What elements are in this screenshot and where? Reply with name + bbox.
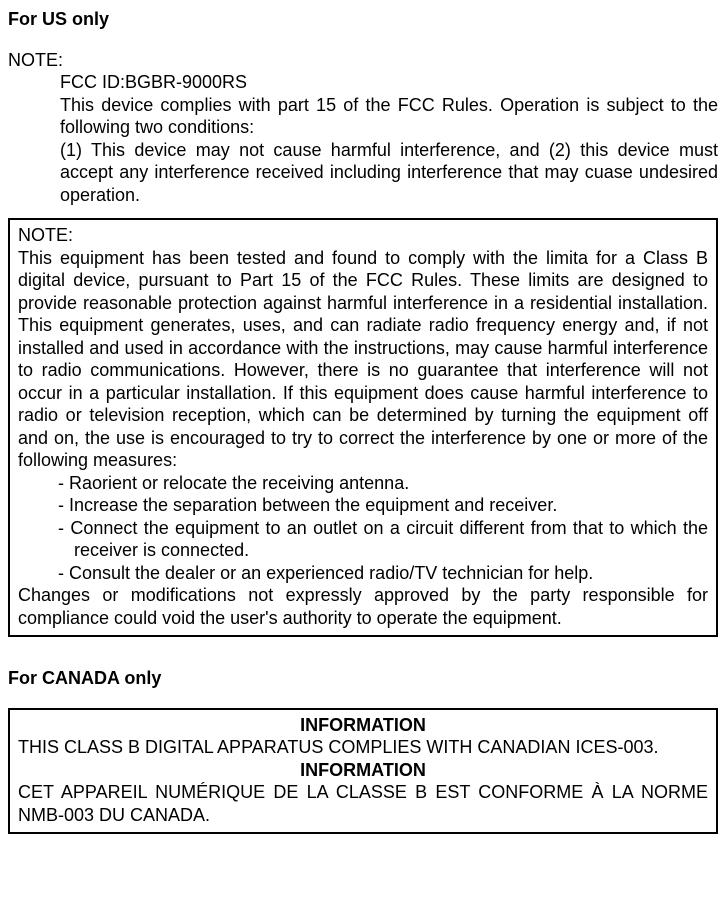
box-para1: This equipment has been tested and found… (18, 247, 708, 472)
conditions-line: (1) This device may not cause harmful in… (8, 139, 718, 207)
measure-4: - Consult the dealer or an experienced r… (18, 562, 708, 585)
canada-line-2: CET APPAREIL NUMÉRIQUE DE LA CLASSE B ES… (18, 781, 708, 826)
box-note-label: NOTE: (18, 224, 708, 247)
info-heading-1: INFORMATION (18, 714, 708, 737)
box-para2: Changes or modifications not expressly a… (18, 584, 708, 629)
canada-box: INFORMATION THIS CLASS B DIGITAL APPARAT… (8, 708, 718, 835)
canada-heading: For CANADA only (8, 667, 718, 690)
canada-line-1: THIS CLASS B DIGITAL APPARATUS COMPLIES … (18, 736, 708, 759)
part15-line: This device complies with part 15 of the… (8, 94, 718, 139)
measure-2: - Increase the separation between the eq… (18, 494, 708, 517)
measure-3: - Connect the equipment to an outlet on … (18, 517, 708, 562)
us-heading: For US only (8, 8, 718, 31)
fcc-id: FCC ID:BGBR-9000RS (8, 71, 718, 94)
us-note-box: NOTE: This equipment has been tested and… (8, 218, 718, 637)
info-heading-2: INFORMATION (18, 759, 708, 782)
note-label: NOTE: (8, 49, 718, 72)
measure-1: - Raorient or relocate the receiving ant… (18, 472, 708, 495)
